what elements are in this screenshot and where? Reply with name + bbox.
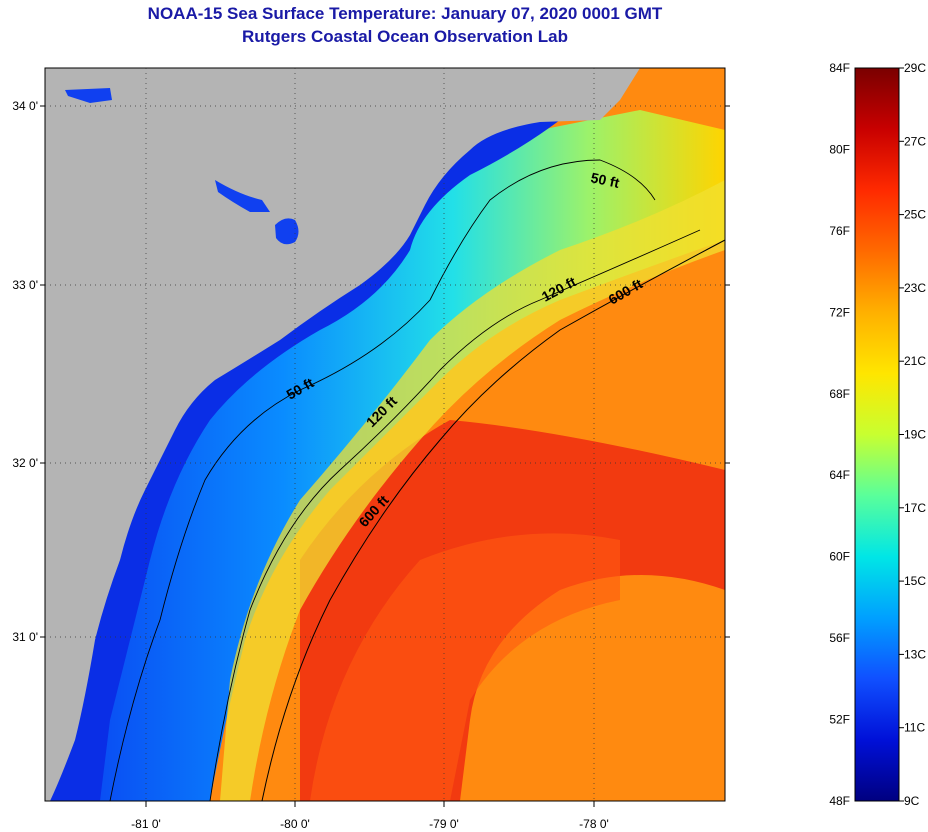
lat-label: 32 0' [12, 456, 38, 470]
fahrenheit-label: 72F [829, 305, 850, 319]
celsius-labels: 29C 27C 25C 23C 21C 19C 17C 15C 13C 11C 9C [899, 61, 926, 808]
isobath-600ft [261, 239, 725, 801]
inland-lake-2 [65, 88, 112, 103]
celsius-label: 13C [904, 647, 926, 661]
fahrenheit-label: 52F [829, 713, 850, 727]
celsius-label: 25C [904, 208, 926, 222]
celsius-label: 27C [904, 134, 926, 148]
celsius-label: 9C [904, 794, 920, 808]
inland-lake [275, 218, 299, 245]
shelf-edge-water [220, 180, 725, 801]
map-subtitle: Rutgers Coastal Ocean Observation Lab [242, 27, 568, 46]
isobath-120ft [209, 229, 701, 801]
celsius-label: 15C [904, 574, 926, 588]
fahrenheit-label: 56F [829, 631, 850, 645]
gulf-stream-core-2 [310, 533, 620, 801]
fahrenheit-label: 80F [829, 142, 850, 156]
celsius-label: 17C [904, 501, 926, 515]
graticule [45, 68, 725, 801]
celsius-label: 23C [904, 281, 926, 295]
lon-label: -79 0' [429, 817, 459, 831]
celsius-label: 19C [904, 428, 926, 442]
isobath-label: 50 ft [589, 169, 621, 191]
lat-label: 34 0' [12, 99, 38, 113]
lon-label: -81 0' [131, 817, 161, 831]
axis-ticks [40, 105, 730, 807]
lon-label: -78 0' [579, 817, 609, 831]
celsius-label: 11C [904, 721, 925, 735]
celsius-label: 29C [904, 61, 926, 75]
inland-water [215, 180, 270, 212]
fahrenheit-label: 76F [829, 224, 850, 238]
fahrenheit-label: 64F [829, 468, 850, 482]
lon-label: -80 0' [280, 817, 310, 831]
isobath-50ft [109, 159, 656, 801]
fahrenheit-label: 60F [829, 550, 850, 564]
land [45, 68, 640, 801]
lat-label: 33 0' [12, 278, 38, 292]
fahrenheit-label: 48F [829, 794, 850, 808]
fahrenheit-labels: 84F 80F 76F 72F 68F 64F 60F 56F 52F 48F [829, 61, 850, 808]
colorbar-scale [854, 67, 900, 802]
fahrenheit-label: 68F [829, 387, 850, 401]
lat-label: 31 0' [12, 630, 38, 644]
fahrenheit-label: 84F [829, 61, 850, 75]
celsius-label: 21C [904, 354, 926, 368]
map-title: NOAA-15 Sea Surface Temperature: January… [147, 4, 663, 23]
map-frame [44, 67, 726, 802]
